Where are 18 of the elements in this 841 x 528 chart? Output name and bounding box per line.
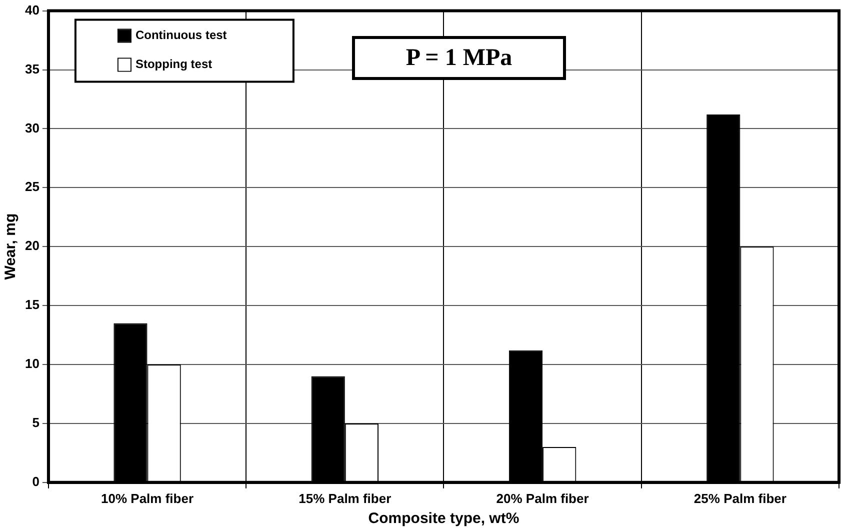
y-tick-label: 30 xyxy=(24,120,40,136)
y-axis-title: Wear, mg xyxy=(2,213,20,280)
y-tick-label: 5 xyxy=(32,415,40,430)
x-tick-label: 10% Palm fiber xyxy=(101,490,194,506)
y-tick-label: 10 xyxy=(24,356,40,372)
y-tick-label: 35 xyxy=(24,61,40,76)
x-tick-label: 20% Palm fiber xyxy=(496,490,589,506)
legend-label: Continuous test xyxy=(135,28,227,42)
x-axis-title: Composite type, wt% xyxy=(368,510,520,528)
y-tick-label: 0 xyxy=(32,474,40,489)
y-tick-label: 25 xyxy=(24,179,40,194)
x-tick-label: 15% Palm fiber xyxy=(298,490,392,506)
y-tick-label: 20 xyxy=(24,238,40,254)
y-tick-label: 15 xyxy=(24,297,40,312)
x-tick-label: 25% Palm fiber xyxy=(694,490,786,506)
text-box: P = 1 MPa xyxy=(352,36,566,80)
legend-label: Stopping test xyxy=(135,57,212,72)
y-tick-label: 40 xyxy=(24,2,40,18)
